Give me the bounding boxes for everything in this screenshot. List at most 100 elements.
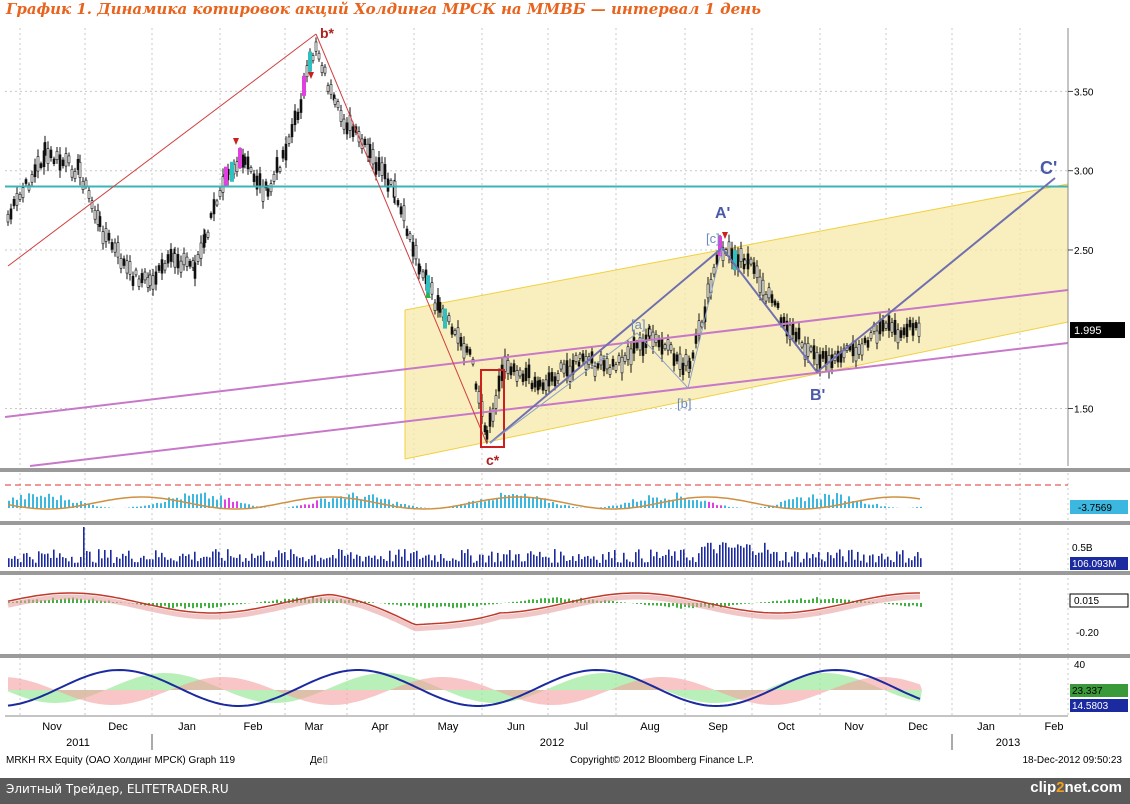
candle: [215, 200, 219, 206]
volume-bar: [773, 551, 775, 567]
candle: [782, 316, 786, 326]
volume-bar: [788, 562, 790, 567]
macd-bar: [540, 598, 542, 603]
volume-bar: [281, 553, 283, 567]
osc-bar: [28, 493, 30, 508]
price-tick-label: 2.50: [1074, 246, 1094, 257]
candle: [36, 156, 40, 172]
volume-bar: [749, 544, 751, 567]
volume-bar: [47, 553, 49, 567]
candle: [176, 254, 180, 269]
volume-bar: [374, 555, 376, 567]
macd-bar: [200, 603, 202, 609]
osc-bar: [844, 501, 846, 508]
candle: [788, 324, 792, 340]
osc-bar: [52, 496, 54, 508]
candle: [626, 346, 630, 360]
candle: [812, 345, 816, 360]
macd-bar: [848, 599, 850, 603]
candle: [881, 320, 885, 332]
month-label: Feb: [1045, 721, 1064, 733]
wave-abc-lines: [489, 177, 1056, 444]
volume-bar: [227, 549, 229, 567]
macd-bar: [280, 601, 282, 603]
volume-bar: [797, 552, 799, 567]
volume-bar: [485, 562, 487, 567]
macd-bar: [748, 603, 750, 604]
macd-bar: [236, 603, 238, 605]
volume-bar: [662, 556, 664, 567]
volume-bar: [437, 561, 439, 567]
panel-separator: [0, 521, 1130, 525]
osc-bar: [520, 495, 522, 508]
macd-bar: [556, 597, 558, 603]
candle: [578, 353, 582, 359]
osc-bar: [224, 499, 226, 508]
volume-bar: [722, 542, 724, 567]
volume-bar: [473, 562, 475, 567]
candle: [151, 275, 155, 290]
dmi-plus-area: [8, 673, 922, 703]
candle: [494, 395, 498, 409]
volume-bar: [77, 562, 79, 567]
macd-bar: [80, 598, 82, 603]
volume-bar: [560, 551, 562, 567]
macd-bar: [184, 603, 186, 609]
macd-line: [7, 592, 920, 626]
macd-bar: [828, 599, 830, 603]
osc-bar: [132, 506, 134, 508]
candle: [559, 362, 563, 370]
macd-bar: [616, 601, 618, 603]
trend-channel: [405, 184, 1068, 459]
volume-bar: [92, 561, 94, 567]
osc-bar: [816, 498, 818, 508]
macd-value-box: [1069, 593, 1129, 608]
macd-bar: [164, 603, 166, 606]
candle: [64, 153, 68, 167]
red-trendline-down: [315, 33, 488, 445]
volume-bar: [746, 544, 748, 567]
candle: [746, 253, 750, 270]
candle: [49, 149, 53, 159]
candle: [55, 150, 59, 161]
osc-bar: [892, 507, 894, 508]
candle: [515, 370, 519, 382]
candle: [6, 213, 10, 223]
volume-bar: [329, 557, 331, 567]
macd-bar: [668, 603, 670, 608]
macd-bar: [460, 603, 462, 608]
volume-bar: [113, 562, 115, 567]
macd-bar: [232, 603, 234, 605]
highlight-bar: [302, 75, 306, 96]
volume-bar: [647, 562, 649, 567]
highlight-bar: [733, 250, 737, 271]
volume-bar: [380, 556, 382, 567]
volume-bar: [656, 551, 658, 567]
candle: [252, 173, 256, 183]
panel-separator: [0, 654, 1130, 658]
candle: [896, 329, 900, 344]
candle: [157, 265, 161, 271]
volume-bar: [104, 549, 106, 567]
volume-bar: [35, 562, 37, 567]
adx-value-box: [1070, 699, 1128, 712]
volume-bar: [461, 550, 463, 567]
volume-bar: [542, 557, 544, 567]
candle: [596, 363, 600, 369]
volume-bar: [767, 549, 769, 567]
macd-bar: [60, 598, 62, 603]
candle: [755, 265, 759, 278]
volume-bar: [236, 557, 238, 567]
osc-signal-line: [7, 496, 921, 510]
osc-bar: [356, 496, 358, 508]
macd-bar: [548, 598, 550, 603]
volume-bar: [839, 549, 841, 567]
volume-bar: [584, 556, 586, 567]
macd-bar: [372, 602, 374, 603]
candle: [908, 319, 912, 328]
macd-bar: [532, 599, 534, 603]
candle: [541, 382, 545, 391]
volume-bar: [197, 561, 199, 567]
macd-bar: [408, 603, 410, 606]
osc-bar: [200, 493, 202, 508]
